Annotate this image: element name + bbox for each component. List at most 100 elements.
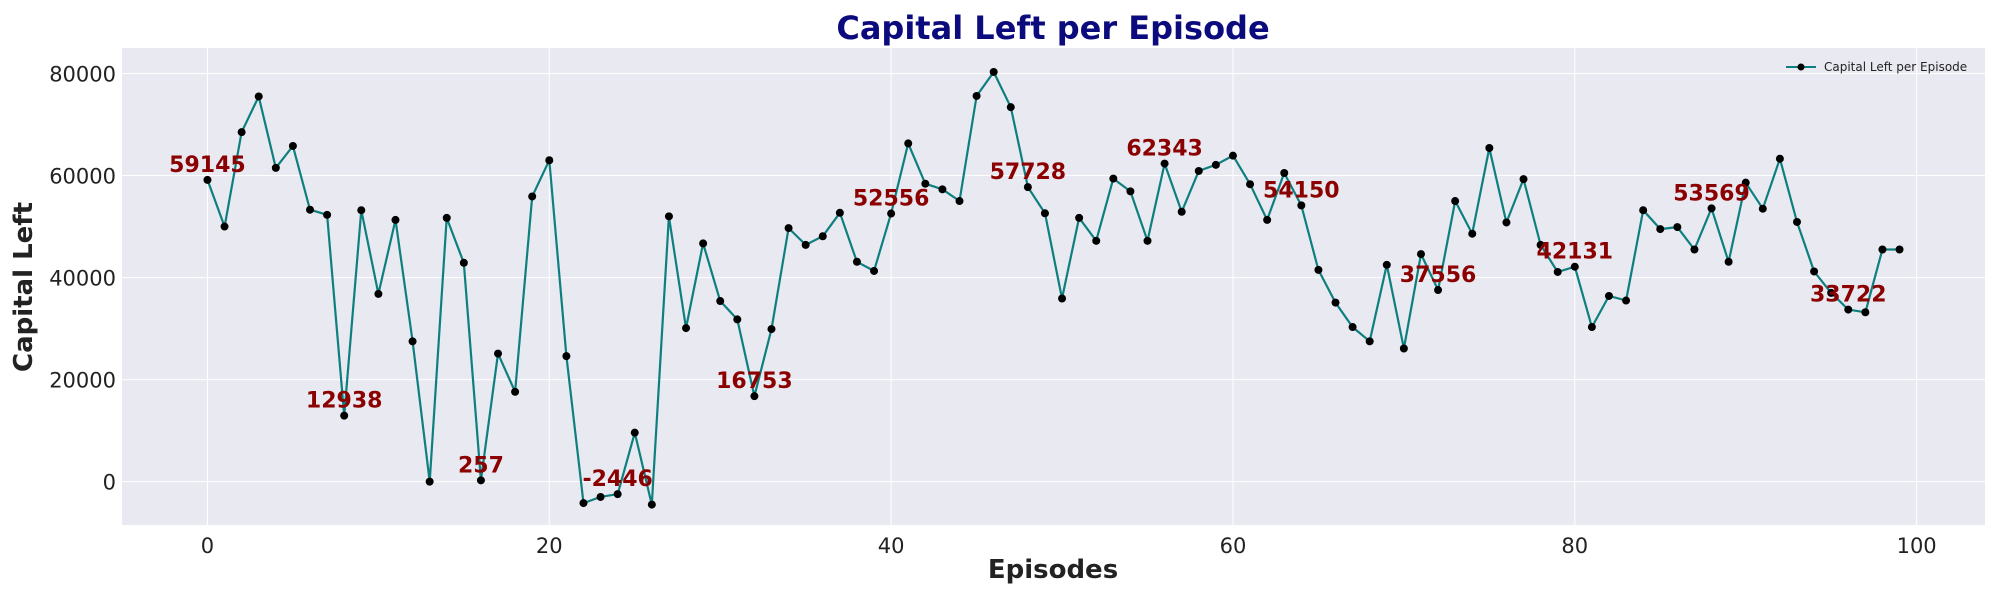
data-point	[1639, 206, 1648, 215]
data-point	[733, 315, 742, 324]
data-point	[818, 232, 827, 241]
data-point	[425, 477, 434, 486]
annotation-group: 59145 12938 257 -2446 16753 52556 57728 62343 54…	[169, 137, 1886, 493]
data-point	[1553, 267, 1562, 276]
data-point	[801, 240, 810, 249]
data-point	[1810, 267, 1819, 276]
y-tick-label: 0	[103, 471, 116, 495]
data-label: 54150	[1263, 178, 1340, 203]
data-point	[1399, 344, 1408, 353]
data-point	[237, 128, 246, 137]
data-point	[938, 185, 947, 194]
data-point	[784, 224, 793, 233]
data-point	[852, 257, 861, 266]
data-point	[1673, 223, 1682, 232]
data-label: 257	[458, 453, 504, 478]
data-point	[459, 258, 468, 267]
data-point	[408, 337, 417, 346]
data-point	[442, 213, 451, 222]
data-label: 57728	[990, 160, 1067, 185]
data-point	[1228, 151, 1237, 160]
data-point	[682, 324, 691, 333]
data-label: 59145	[169, 153, 246, 178]
data-point	[1348, 323, 1357, 332]
data-point	[562, 352, 571, 361]
data-point	[1587, 323, 1596, 332]
data-point	[323, 210, 332, 219]
data-label: 16753	[716, 369, 793, 394]
data-point	[1656, 225, 1665, 234]
data-point	[664, 212, 673, 221]
x-axis-label: Episodes	[988, 555, 1118, 585]
x-tick-label: 20	[536, 534, 563, 558]
y-tick-label: 40000	[49, 267, 116, 291]
data-label: 62343	[1126, 137, 1203, 162]
data-point	[750, 392, 759, 401]
data-point	[1160, 159, 1169, 168]
data-label: 33722	[1810, 283, 1887, 308]
data-point	[1109, 174, 1118, 183]
data-point	[1040, 209, 1049, 218]
data-point	[921, 179, 930, 188]
data-point	[1485, 143, 1494, 152]
data-point	[1314, 265, 1323, 274]
data-point	[699, 239, 708, 248]
legend-marker-swatch	[1797, 63, 1805, 71]
data-point	[220, 222, 229, 231]
data-point	[545, 156, 554, 165]
data-point	[374, 289, 383, 298]
data-point	[1451, 197, 1460, 206]
data-point	[288, 141, 297, 150]
y-tick-label: 80000	[49, 63, 116, 87]
legend-label: Capital Left per Episode	[1824, 60, 1967, 74]
data-point	[1502, 218, 1511, 227]
data-point	[1263, 215, 1272, 224]
data-point	[476, 476, 485, 485]
x-axis-ticks: 0 20 40 60 80 100	[201, 534, 1937, 558]
data-point	[494, 349, 503, 358]
x-tick-label: 80	[1561, 534, 1588, 558]
data-point	[1023, 183, 1032, 192]
data-point	[1622, 296, 1631, 305]
data-label: 37556	[1400, 263, 1477, 288]
data-point	[1416, 250, 1425, 259]
data-point	[989, 67, 998, 76]
data-point	[1758, 204, 1767, 213]
data-point	[203, 175, 212, 184]
data-point	[528, 192, 537, 201]
data-point	[340, 411, 349, 420]
data-point	[1297, 201, 1306, 210]
x-tick-label: 100	[1897, 534, 1937, 558]
data-point	[306, 205, 315, 214]
data-point	[1724, 257, 1733, 266]
data-point	[1177, 207, 1186, 216]
data-point	[1382, 260, 1391, 269]
data-point	[1861, 308, 1870, 317]
series-group	[203, 67, 1904, 509]
data-label: 42131	[1537, 240, 1614, 265]
data-point	[1331, 298, 1340, 307]
x-tick-label: 0	[201, 534, 214, 558]
data-point	[391, 215, 400, 224]
data-point	[1143, 236, 1152, 245]
x-tick-label: 40	[878, 534, 905, 558]
data-point	[579, 499, 588, 508]
y-tick-label: 20000	[49, 369, 116, 393]
data-point	[357, 206, 366, 215]
data-point	[1434, 286, 1443, 295]
chart-title: Capital Left per Episode	[836, 9, 1269, 47]
data-point	[1092, 236, 1101, 245]
data-point	[1604, 291, 1613, 300]
data-point	[1792, 217, 1801, 226]
series-line	[206, 70, 1900, 506]
data-point	[254, 92, 263, 101]
x-tick-label: 60	[1220, 534, 1247, 558]
data-point	[613, 490, 622, 499]
legend: Capital Left per Episode	[1786, 60, 1967, 74]
data-point	[904, 139, 913, 148]
data-point	[835, 208, 844, 217]
data-point	[1126, 187, 1135, 196]
y-axis-ticks: 0 20000 40000 60000 80000	[49, 63, 116, 495]
data-point	[596, 492, 605, 501]
data-point	[1844, 305, 1853, 314]
